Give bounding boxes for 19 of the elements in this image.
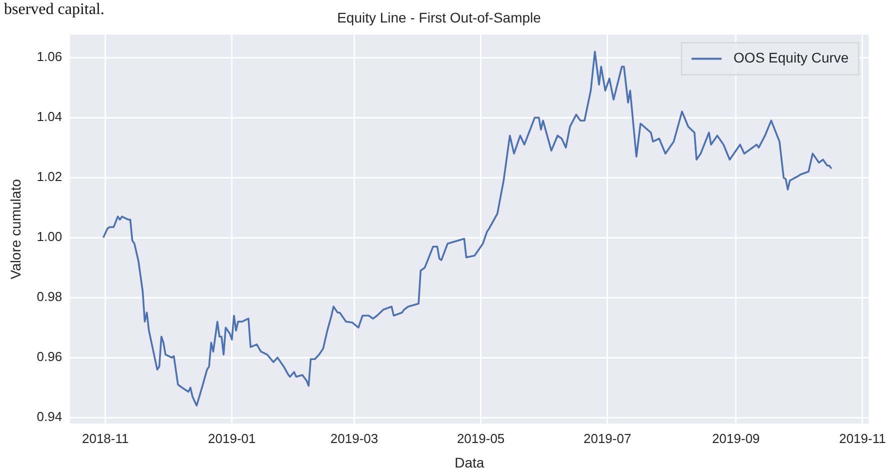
y-tick-label: 1.00: [36, 229, 62, 244]
y-tick-label: 1.06: [36, 49, 62, 64]
y-tick-label: 0.94: [36, 409, 62, 424]
text: bserved capital.: [4, 1, 104, 18]
x-axis-title: Data: [454, 454, 484, 470]
x-tick-label: 2019-09: [712, 430, 760, 446]
legend-label: OOS Equity Curve: [734, 50, 849, 66]
x-tick-label: 2019-01: [208, 430, 256, 446]
y-tick-label: 1.04: [36, 109, 62, 124]
chart-title: Equity Line - First Out-of-Sample: [337, 9, 542, 26]
x-tick-label: 2019-05: [456, 430, 505, 446]
x-tick-label: 2019-07: [583, 430, 632, 446]
y-axis-title: Valore cumulato: [7, 178, 24, 280]
y-tick-label: 0.98: [36, 289, 62, 304]
x-tick-label: 2018-11: [82, 430, 129, 446]
x-tick-label: 2019-11: [839, 430, 886, 446]
y-tick-label: 0.96: [36, 349, 62, 364]
y-tick-label: 1.02: [36, 169, 62, 184]
x-tick-label: 2019-03: [330, 430, 378, 446]
